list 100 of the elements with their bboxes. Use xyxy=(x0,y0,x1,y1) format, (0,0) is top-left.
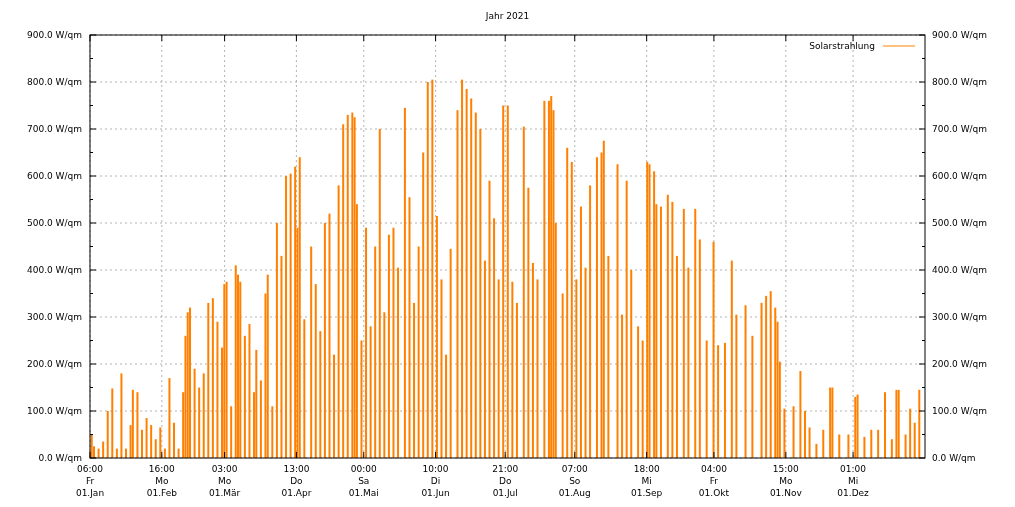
bar xyxy=(120,373,123,458)
bar xyxy=(216,321,219,458)
bar xyxy=(435,215,438,458)
x-tick-label: 16:00 Mo 01.Feb xyxy=(146,464,178,498)
y-tick-label: 0.0 W/qm xyxy=(38,453,82,463)
bar xyxy=(456,110,459,458)
bar xyxy=(648,164,651,458)
bar xyxy=(323,223,326,458)
x-tick-label: 03:00 Mo 01.Mär xyxy=(208,464,241,498)
bar xyxy=(337,185,340,458)
bar xyxy=(883,392,886,458)
y2-tick-label: 700.0 W/qm xyxy=(932,124,988,134)
y2-tick-label: 600.0 W/qm xyxy=(932,171,988,181)
y-tick-label: 100.0 W/qm xyxy=(26,406,82,416)
bar xyxy=(243,335,246,458)
bar xyxy=(783,408,786,458)
bar xyxy=(154,439,157,458)
y-tick-label: 800.0 W/qm xyxy=(26,77,82,87)
x-tick-label: 13:00 Do 01.Apr xyxy=(281,464,312,498)
bar xyxy=(189,307,192,458)
bar xyxy=(575,279,578,458)
y-tick-label: 200.0 W/qm xyxy=(26,359,82,369)
bar xyxy=(595,157,598,458)
bar xyxy=(751,335,754,458)
bar xyxy=(527,187,530,458)
bar xyxy=(760,302,763,458)
y-tick-label: 700.0 W/qm xyxy=(26,124,82,134)
bar xyxy=(266,274,269,458)
bar xyxy=(730,260,733,458)
x-tick-label: 04:00 Fr 01.Okt xyxy=(698,464,730,498)
legend-label: Solarstrahlung xyxy=(809,41,875,51)
x-tick-label: 00:00 Sa 01.Mai xyxy=(348,464,379,498)
bar xyxy=(493,218,496,458)
bar xyxy=(511,281,514,458)
x-tick-label: 10:00 Di 01.Jun xyxy=(421,464,450,498)
bar xyxy=(106,411,109,458)
bar xyxy=(470,98,473,458)
bar xyxy=(413,302,416,458)
bar xyxy=(675,255,678,458)
bar xyxy=(863,436,866,458)
bar xyxy=(799,371,802,458)
bar xyxy=(682,208,685,458)
y-tick-label: 300.0 W/qm xyxy=(26,312,82,322)
bar xyxy=(353,117,356,458)
bar xyxy=(426,82,429,458)
bar xyxy=(211,298,214,458)
bar xyxy=(131,389,134,458)
bar xyxy=(374,246,377,458)
bar xyxy=(392,227,395,458)
bar xyxy=(584,267,587,458)
bar xyxy=(351,112,354,458)
y-tick-label: 600.0 W/qm xyxy=(26,171,82,181)
bar xyxy=(207,302,210,458)
bar xyxy=(397,267,400,458)
bar xyxy=(111,388,114,458)
bar xyxy=(225,281,228,458)
bar xyxy=(223,284,226,458)
bar xyxy=(687,267,690,458)
bar xyxy=(461,79,464,458)
bar xyxy=(136,392,139,458)
bar xyxy=(383,312,386,458)
bar xyxy=(360,340,363,458)
bar xyxy=(328,213,331,458)
bar xyxy=(705,340,708,458)
bar xyxy=(346,114,349,458)
bar xyxy=(870,429,873,458)
bar xyxy=(449,248,452,458)
bar xyxy=(90,434,93,458)
bar xyxy=(230,406,233,458)
bar xyxy=(522,126,525,458)
bar xyxy=(531,262,534,458)
bar xyxy=(822,429,825,458)
y2-tick-label: 200.0 W/qm xyxy=(932,359,988,369)
bar xyxy=(271,406,274,458)
bar xyxy=(387,234,390,458)
bar xyxy=(333,354,336,458)
bar xyxy=(248,324,251,458)
bar xyxy=(671,201,674,458)
bar xyxy=(792,406,795,458)
bar xyxy=(666,194,669,458)
y2-tick-label: 500.0 W/qm xyxy=(932,218,988,228)
bar xyxy=(145,418,148,458)
bar xyxy=(515,302,518,458)
bar xyxy=(630,270,633,458)
bar xyxy=(698,239,701,458)
bar xyxy=(422,152,425,458)
bar xyxy=(815,443,818,458)
bar xyxy=(616,164,619,458)
y2-tick-label: 0.0 W/qm xyxy=(932,453,976,463)
bar xyxy=(173,422,176,458)
bar xyxy=(255,349,258,458)
bar xyxy=(735,314,738,458)
bar xyxy=(365,227,368,458)
bar xyxy=(847,434,850,458)
bar xyxy=(589,185,592,458)
bar xyxy=(319,331,322,458)
bar xyxy=(234,265,237,458)
x-tick-label: 15:00 Mo 01.Nov xyxy=(769,464,803,498)
bar xyxy=(607,255,610,458)
bar xyxy=(474,112,477,458)
